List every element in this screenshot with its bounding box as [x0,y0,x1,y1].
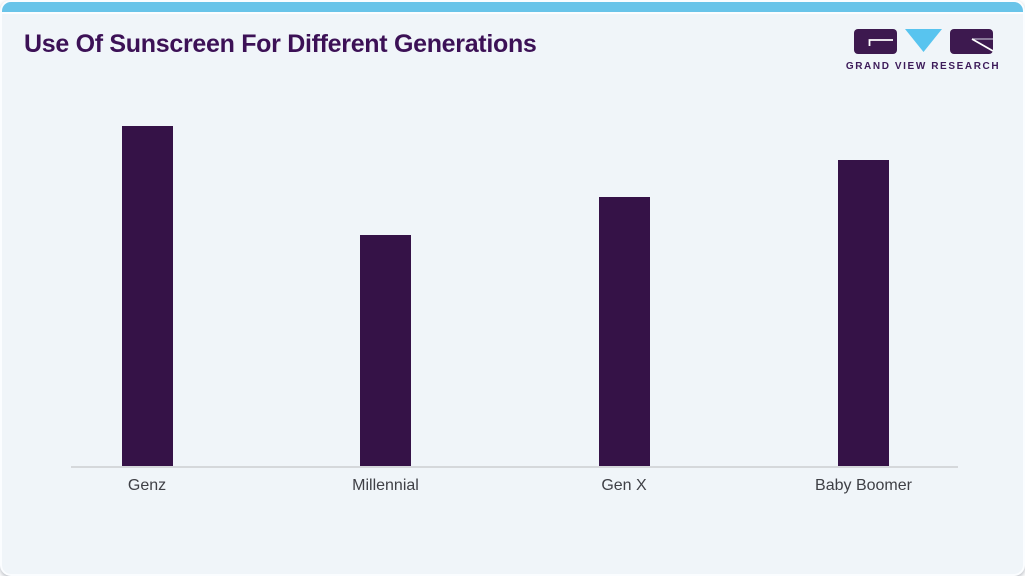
r-block-icon [949,29,993,59]
v-triangle-icon [904,29,942,57]
logo-brand-text: GRAND VIEW RESEARCH [845,61,1001,72]
x-axis-label-baby-boomer: Baby Boomer [815,477,912,494]
bar-genz [121,126,173,466]
top-accent-bar [2,2,1023,14]
g-block-icon [853,29,897,59]
logo-icon [853,29,993,57]
bar-gen-x [598,197,650,466]
x-axis-label-millennial: Millennial [352,477,419,494]
x-axis-label-gen-x: Gen X [601,477,647,494]
page-title: Use Of Sunscreen For Different Generatio… [24,30,537,58]
x-axis-line [71,466,958,468]
grand-view-research-logo: GRAND VIEW RESEARCH [846,29,999,72]
bar-millennial [360,234,411,466]
bar-baby-boomer [838,160,889,466]
x-axis-label-genz: Genz [127,477,167,494]
